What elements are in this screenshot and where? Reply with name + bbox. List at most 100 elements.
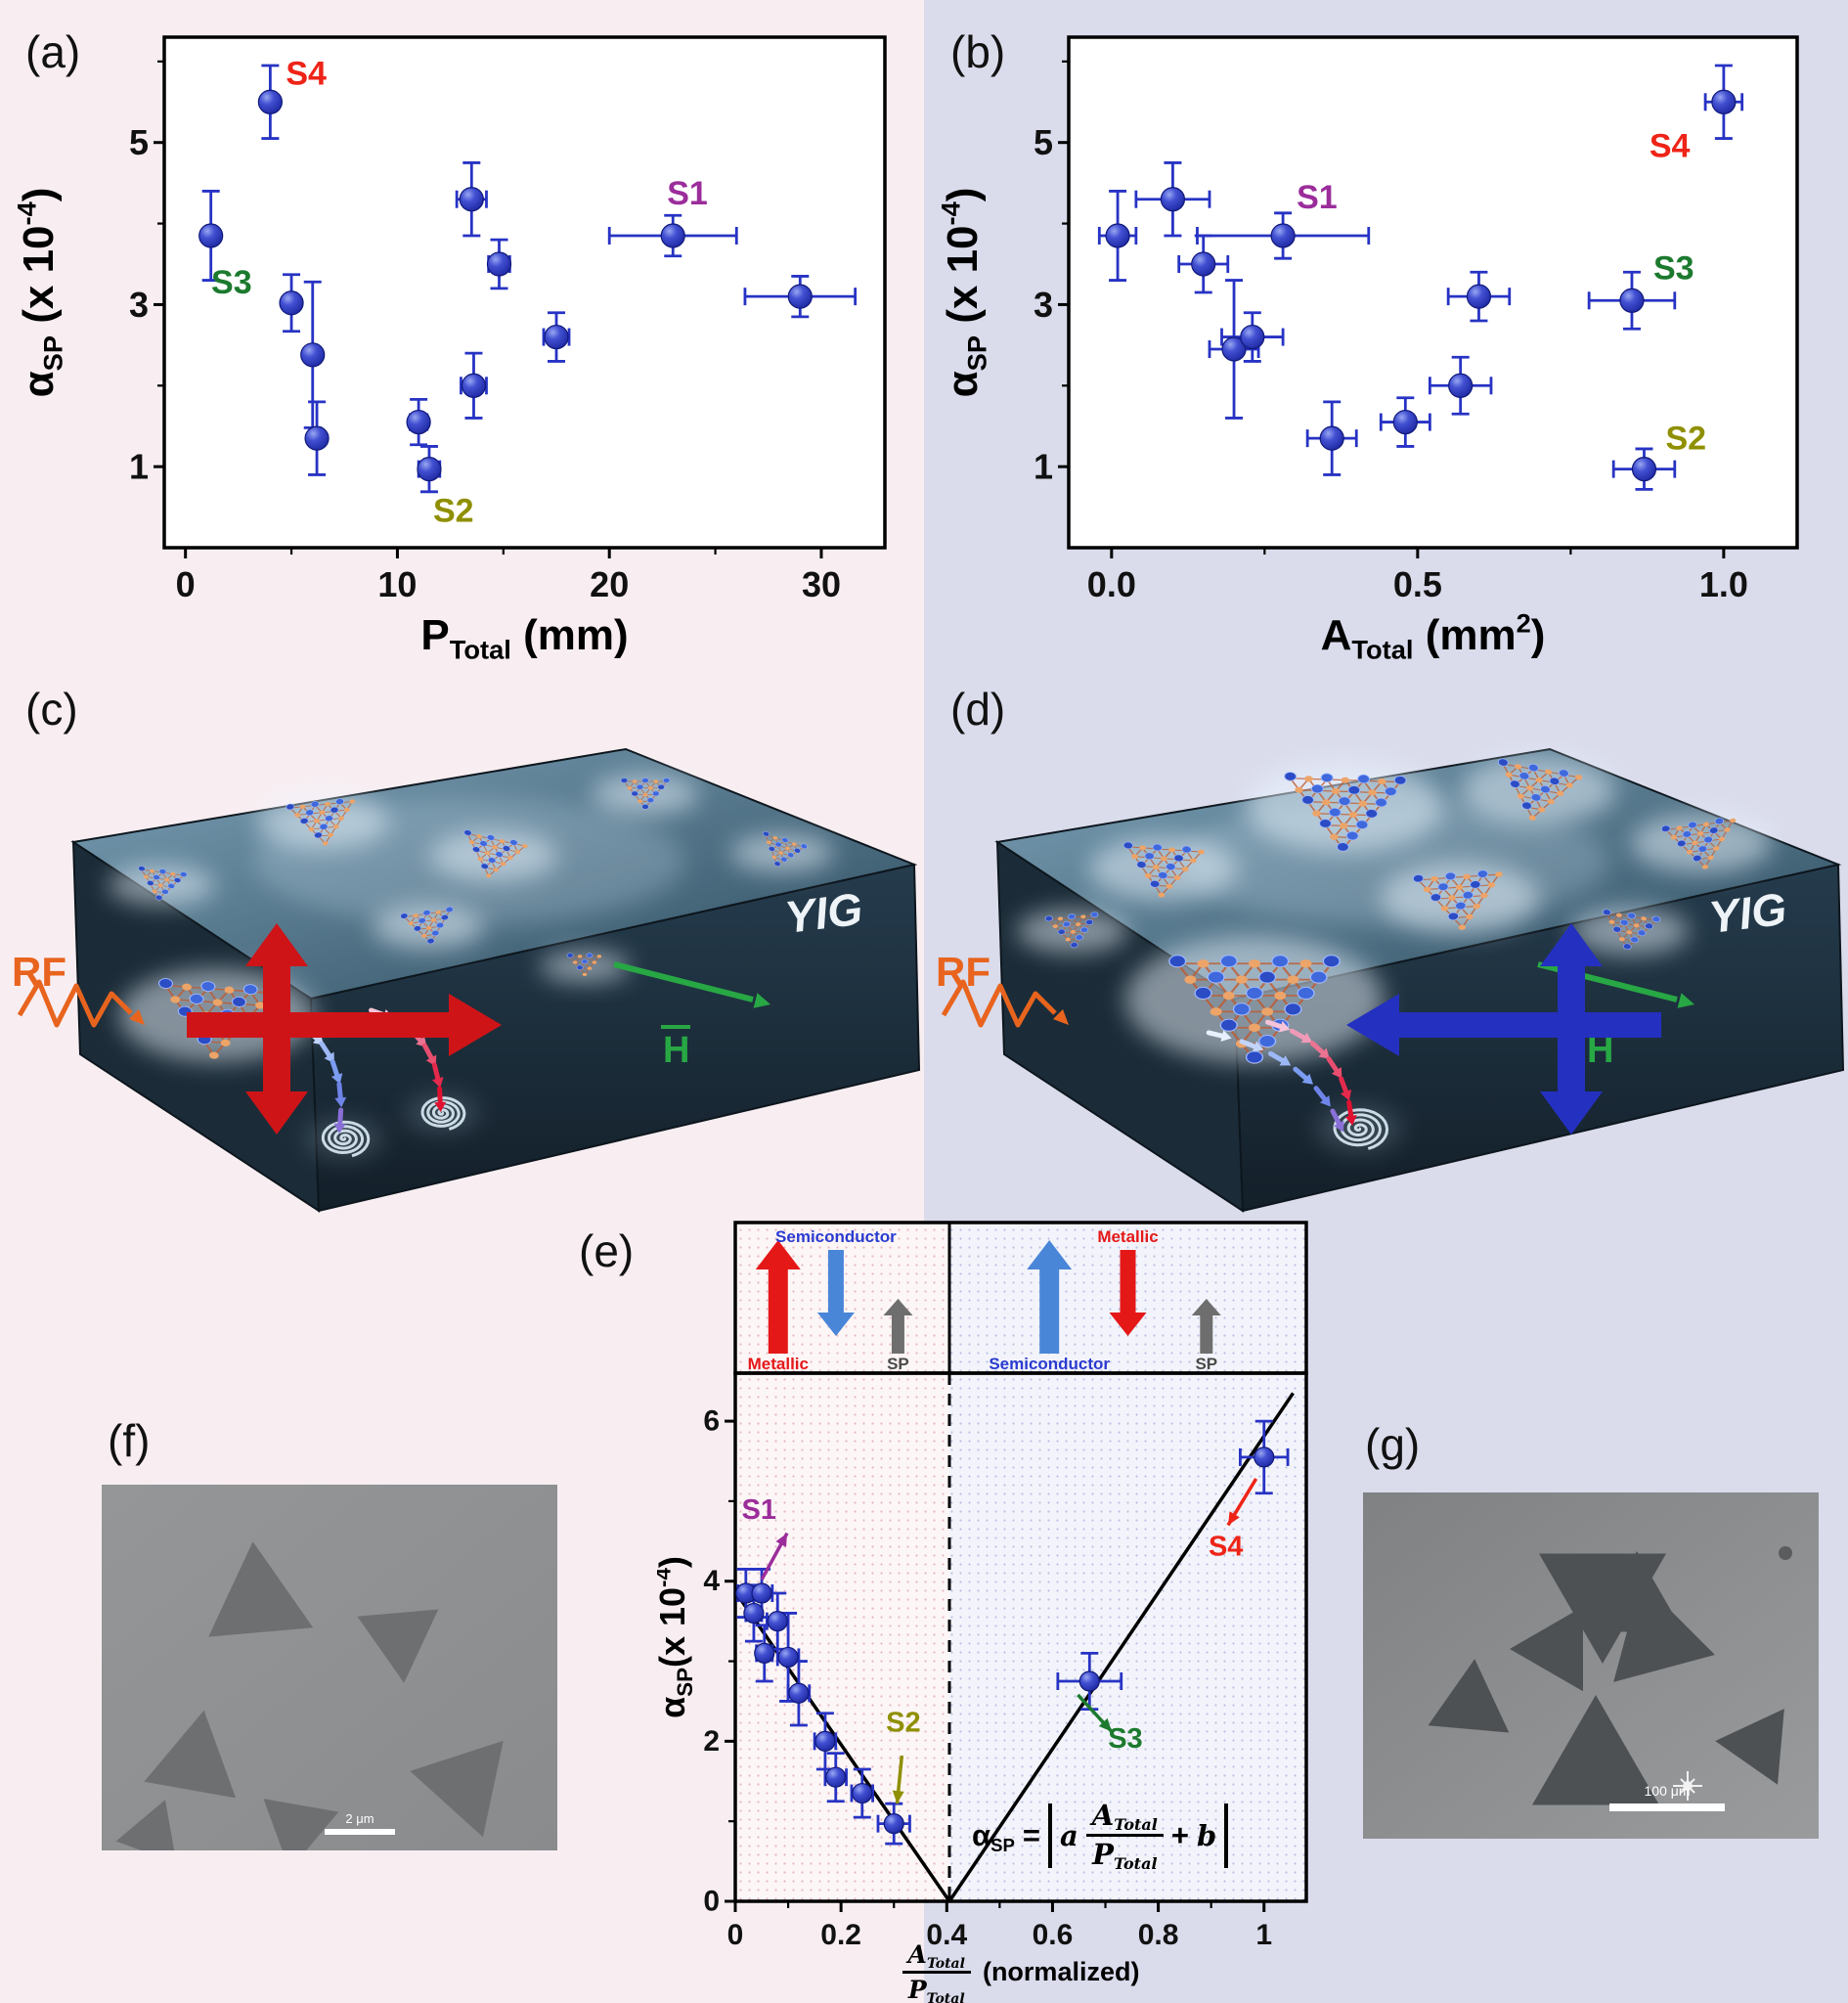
legend-arrow (1027, 1240, 1073, 1354)
annotation-label: S2 (886, 1708, 920, 1739)
equation-right-bar (1224, 1803, 1229, 1868)
svg-text:0.2: 0.2 (820, 1919, 861, 1951)
data-point (300, 342, 326, 368)
svg-text:αSP (x 10-4): αSP (x 10-4) (935, 188, 991, 398)
annotation-label: S3 (1108, 1723, 1142, 1755)
data-point (1240, 324, 1265, 350)
yig-slab-art (70, 747, 921, 1213)
data-point (1631, 457, 1657, 482)
yig-label: YIG (782, 883, 865, 943)
data-point (304, 425, 330, 451)
data-point (406, 409, 431, 435)
data-point (1105, 223, 1130, 248)
blue-vertical-double-arrow (1540, 923, 1603, 1135)
sem-art (1363, 1492, 1819, 1839)
flake-triangle (263, 1799, 339, 1850)
svg-text:0.8: 0.8 (1138, 1919, 1179, 1951)
data-point (767, 1611, 788, 1632)
red-vertical-double-arrow (245, 923, 308, 1135)
data-point (1319, 425, 1344, 451)
panel-label-b: (b) (950, 26, 1006, 77)
h-field-arrowhead (753, 993, 770, 1008)
equation-a: a (1059, 1818, 1078, 1852)
panel-label-f: (f) (108, 1415, 151, 1466)
data-point (1078, 1670, 1100, 1692)
data-point (883, 1813, 904, 1835)
annotation-label: S1 (741, 1494, 775, 1526)
svg-text:0: 0 (703, 1886, 720, 1918)
panel-label-c: (c) (25, 684, 78, 734)
svg-text:0: 0 (727, 1919, 744, 1951)
svg-text:0.0: 0.0 (1087, 564, 1136, 604)
scale-bar-label: 2 μm (345, 1811, 374, 1826)
data-point (1711, 89, 1737, 114)
scale-bar (325, 1829, 395, 1835)
panel-label-e: (e) (579, 1225, 635, 1276)
data-point (1191, 251, 1216, 277)
data-point (754, 1642, 775, 1664)
point-label: S1 (1297, 179, 1338, 216)
data-point (1270, 223, 1296, 248)
red-right-arrow (187, 994, 502, 1056)
legend-arrow (883, 1299, 913, 1354)
point-label: S1 (667, 175, 708, 212)
equation-left-bar (1047, 1803, 1052, 1868)
svg-text:PTotal (mm): PTotal (mm) (420, 611, 628, 665)
legend-label: Semiconductor (775, 1227, 897, 1246)
scale-bar (1609, 1803, 1725, 1811)
svg-text:2: 2 (703, 1725, 720, 1758)
sem-image-small-flakes: 2 μm (102, 1485, 557, 1850)
data-point (461, 373, 487, 398)
data-point (751, 1582, 772, 1604)
svg-text:1: 1 (129, 447, 149, 487)
data-point (825, 1766, 847, 1788)
equation-alpha: αSP (972, 1817, 1015, 1855)
legend-arrow (1109, 1250, 1147, 1336)
scale-bar-label: 100 μm (1645, 1783, 1691, 1799)
data-point (1160, 187, 1186, 212)
legend-arrow (1191, 1299, 1221, 1354)
flake-triangle (115, 1800, 175, 1850)
data-point (814, 1730, 836, 1752)
blue-connector-arrows (1346, 923, 1661, 1135)
svg-text:5: 5 (129, 122, 149, 162)
legend-label: SP (1195, 1355, 1217, 1373)
panel-label-a: (a) (25, 26, 81, 77)
equation-fraction: ATotal PTotal (1086, 1802, 1164, 1872)
data-point (198, 223, 224, 248)
flake-triangle (144, 1710, 237, 1799)
data-point (279, 290, 304, 316)
point-label: S3 (1653, 249, 1694, 287)
data-point (777, 1646, 799, 1669)
e-x-axis-suffix: (normalized) (982, 1957, 1140, 1986)
data-point (788, 1682, 810, 1704)
flake-triangle (1532, 1695, 1659, 1805)
h-field-arrowhead (1677, 993, 1694, 1008)
point-label: S2 (1665, 421, 1706, 458)
data-point (1254, 1447, 1275, 1468)
legend-label: Metallic (1097, 1227, 1158, 1246)
data-point (1221, 336, 1247, 362)
flake-triangle (1428, 1659, 1510, 1733)
equation-b: b (1196, 1818, 1217, 1852)
yig-label: YIG (1706, 883, 1789, 943)
equation-plus: + (1170, 1817, 1189, 1852)
flake-triangle (1715, 1709, 1784, 1785)
sem-art (102, 1485, 557, 1850)
point-label: S4 (286, 55, 327, 92)
data-point (459, 187, 484, 212)
h-label: H (663, 1030, 689, 1071)
flake-triangle (1510, 1606, 1583, 1692)
svg-text:1: 1 (1034, 447, 1053, 487)
svg-text:αSP(x 10-4): αSP(x 10-4) (657, 1556, 697, 1718)
flake-triangle (410, 1740, 504, 1838)
svg-text:5: 5 (1034, 122, 1053, 162)
equation-equals: = (1022, 1817, 1040, 1852)
data-point (1392, 409, 1418, 435)
fit-equation: αSP = a ATotal PTotal + b (972, 1802, 1229, 1872)
svg-text:20: 20 (590, 564, 629, 604)
data-point (417, 457, 442, 482)
data-point (544, 324, 569, 350)
flake-triangle (357, 1609, 439, 1683)
